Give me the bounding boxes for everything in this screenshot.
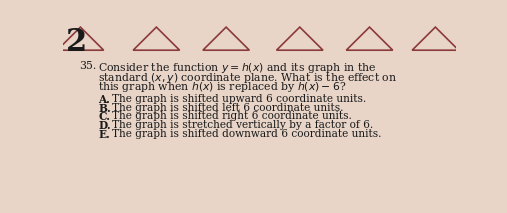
Text: E.: E. — [98, 129, 110, 140]
Text: D.: D. — [98, 120, 111, 131]
Text: Consider the function $y=h(x)$ and its graph in the: Consider the function $y=h(x)$ and its g… — [98, 61, 377, 75]
Text: this graph when $h(x)$ is replaced by $h(x)-6$?: this graph when $h(x)$ is replaced by $h… — [98, 80, 347, 94]
Text: 2: 2 — [66, 27, 87, 58]
Text: The graph is shifted right 6 coordinate units.: The graph is shifted right 6 coordinate … — [112, 111, 352, 121]
Text: The graph is shifted left 6 coordinate units.: The graph is shifted left 6 coordinate u… — [112, 103, 344, 112]
Text: B.: B. — [98, 103, 111, 114]
Text: The graph is shifted upward 6 coordinate units.: The graph is shifted upward 6 coordinate… — [112, 94, 367, 104]
Text: The graph is shifted downward 6 coordinate units.: The graph is shifted downward 6 coordina… — [112, 129, 382, 139]
Text: standard $(x,y)$ coordinate plane. What is the effect on: standard $(x,y)$ coordinate plane. What … — [98, 71, 397, 85]
Text: A.: A. — [98, 94, 110, 105]
Text: 35.: 35. — [79, 61, 96, 71]
Text: C.: C. — [98, 111, 110, 122]
Text: The graph is stretched vertically by a factor of 6.: The graph is stretched vertically by a f… — [112, 120, 374, 130]
